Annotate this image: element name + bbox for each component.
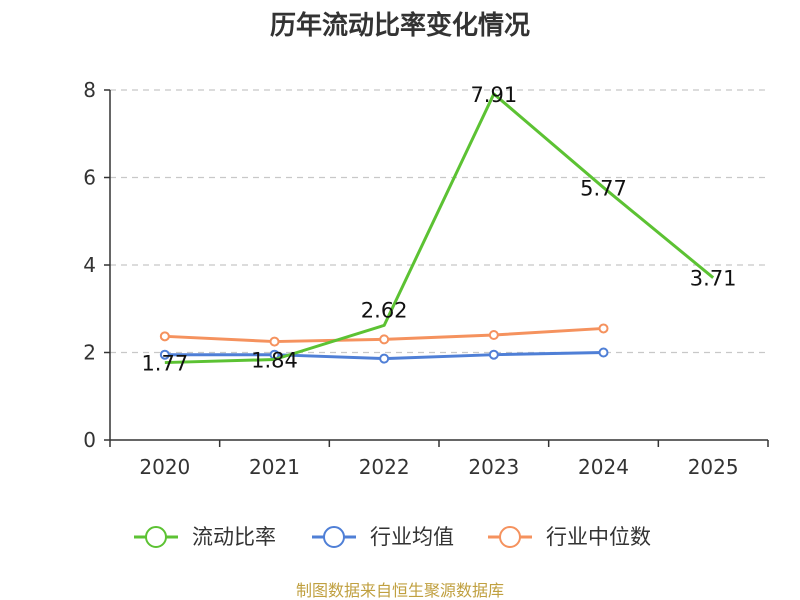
- x-tick-label: 2023: [468, 455, 519, 479]
- series-point-1: [488, 349, 499, 360]
- series-point-2: [269, 336, 280, 347]
- axes: 0 2 4 6 8 2020 2021 2022 2023 2024 2025: [83, 78, 769, 479]
- legend-swatch-marker: [145, 526, 167, 548]
- data-labels: 1.77 1.84 2.62 7.91 5.77 3.71: [141, 83, 736, 376]
- y-tick-label: 2: [83, 341, 96, 365]
- series-point-2: [488, 330, 499, 340]
- y-tick-label: 8: [83, 78, 96, 102]
- x-tick-label: 2025: [688, 455, 739, 479]
- series-point-1: [159, 349, 170, 360]
- y-tick-label: 4: [83, 253, 96, 277]
- series-point-2: [598, 323, 609, 334]
- data-label: 5.77: [580, 177, 627, 201]
- legend-label: 流动比率: [192, 525, 276, 549]
- data-label: 7.91: [470, 83, 517, 107]
- x-tick-label: 2024: [578, 455, 629, 479]
- series-layer: [159, 92, 715, 365]
- source-note: 制图数据来自恒生聚源数据库: [296, 581, 504, 600]
- legend-item-2[interactable]: 行业中位数: [488, 525, 651, 549]
- data-label: 3.71: [690, 267, 737, 291]
- x-tick-label: 2021: [249, 455, 300, 479]
- chart-title: 历年流动比率变化情况: [270, 10, 530, 41]
- grid-lines: [110, 89, 768, 354]
- legend-label: 行业均值: [370, 525, 454, 549]
- data-label: 1.77: [141, 352, 188, 376]
- y-tick-label: 6: [83, 166, 96, 190]
- legend-swatch-marker: [323, 526, 345, 548]
- data-label: 2.62: [361, 298, 408, 322]
- legend-swatch-marker: [499, 526, 521, 548]
- legend-item-1[interactable]: 行业均值: [312, 525, 454, 549]
- legend: 流动比率 行业均值 行业中位数: [134, 525, 651, 549]
- series-point-1: [598, 347, 609, 358]
- x-tick-label: 2020: [139, 455, 190, 479]
- data-label: 1.84: [251, 349, 298, 373]
- series-point-1: [379, 353, 390, 364]
- x-tick-label: 2022: [359, 455, 410, 479]
- y-tick-label: 0: [83, 428, 96, 452]
- series-point-2: [159, 331, 170, 342]
- legend-label: 行业中位数: [546, 525, 651, 549]
- legend-item-0[interactable]: 流动比率: [134, 525, 276, 549]
- series-line-0: [164, 92, 715, 365]
- series-point-2: [379, 334, 390, 345]
